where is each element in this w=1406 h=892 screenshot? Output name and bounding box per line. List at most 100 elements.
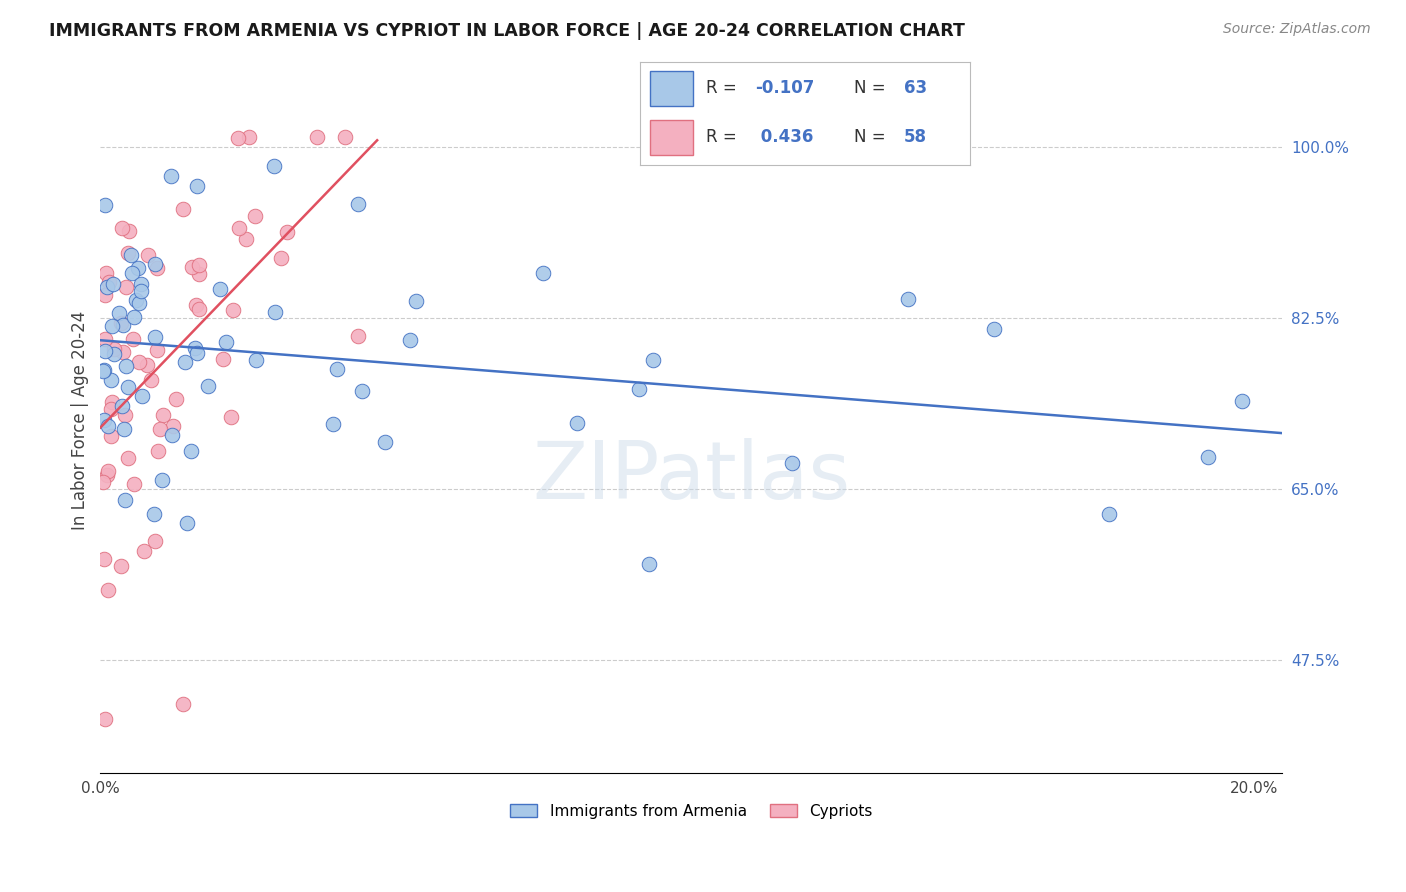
Point	[188, 258, 211, 272]
Point	[180, 443, 202, 458]
Point	[350, 384, 373, 398]
Point	[165, 392, 187, 406]
Point	[108, 306, 131, 320]
Point	[263, 159, 285, 173]
Point	[264, 305, 287, 319]
Point	[325, 362, 347, 376]
Text: 0.436: 0.436	[755, 128, 814, 146]
Point	[96, 280, 118, 294]
Point	[1197, 450, 1219, 464]
Point	[132, 544, 155, 558]
Point	[405, 293, 427, 308]
Point	[114, 493, 136, 508]
Point	[145, 533, 167, 548]
Point	[91, 364, 114, 378]
Point	[101, 277, 124, 291]
Point	[209, 281, 232, 295]
Point	[186, 178, 208, 193]
Point	[122, 332, 145, 346]
Point	[221, 410, 243, 425]
Point	[228, 221, 250, 235]
Point	[1098, 508, 1121, 522]
Point	[172, 202, 194, 217]
Point	[100, 428, 122, 442]
Point	[146, 444, 169, 458]
Point	[97, 465, 120, 479]
Point	[110, 559, 132, 574]
Point	[115, 279, 138, 293]
Point	[374, 434, 396, 449]
Point	[333, 130, 356, 145]
Point	[96, 467, 118, 482]
Point	[641, 352, 664, 367]
Point	[143, 508, 166, 522]
Point	[531, 266, 554, 280]
Point	[186, 346, 208, 360]
Point	[160, 428, 183, 442]
Point	[122, 310, 145, 325]
Point	[93, 413, 115, 427]
Point	[98, 275, 121, 289]
Point	[187, 302, 209, 317]
Point	[121, 266, 143, 280]
Point	[117, 451, 139, 466]
Point	[127, 261, 149, 276]
Point	[181, 260, 204, 274]
Point	[91, 475, 114, 489]
Point	[94, 197, 117, 211]
Text: N =: N =	[855, 79, 891, 97]
Point	[125, 293, 148, 308]
Point	[243, 209, 266, 223]
Point	[176, 516, 198, 530]
Point	[197, 378, 219, 392]
Point	[128, 355, 150, 369]
Point	[103, 343, 125, 357]
Point	[117, 380, 139, 394]
Point	[118, 224, 141, 238]
Point	[270, 251, 292, 265]
Point	[143, 257, 166, 271]
Point	[347, 197, 370, 211]
Point	[152, 408, 174, 422]
Point	[129, 277, 152, 291]
Point	[146, 343, 169, 357]
Point	[897, 292, 920, 306]
Bar	[650, 120, 693, 155]
Point	[184, 341, 207, 355]
Point	[1230, 394, 1253, 409]
Point	[212, 352, 235, 367]
Point	[122, 476, 145, 491]
Text: Source: ZipAtlas.com: Source: ZipAtlas.com	[1223, 22, 1371, 37]
Point	[565, 416, 588, 430]
Point	[100, 373, 122, 387]
Text: IMMIGRANTS FROM ARMENIA VS CYPRIOT IN LABOR FORCE | AGE 20-24 CORRELATION CHART: IMMIGRANTS FROM ARMENIA VS CYPRIOT IN LA…	[49, 22, 965, 40]
Point	[120, 248, 142, 262]
Point	[114, 408, 136, 422]
Point	[162, 419, 184, 434]
Point	[93, 362, 115, 376]
Text: 58: 58	[904, 128, 927, 146]
Point	[215, 334, 238, 349]
Point	[97, 582, 120, 597]
Point	[174, 354, 197, 368]
Bar	[650, 70, 693, 105]
Point	[94, 266, 117, 280]
Point	[136, 358, 159, 372]
Point	[184, 298, 207, 312]
Text: -0.107: -0.107	[755, 79, 814, 97]
Point	[245, 353, 267, 368]
Point	[131, 389, 153, 403]
Point	[111, 399, 134, 413]
Point	[638, 557, 661, 571]
Legend: Immigrants from Armenia, Cypriots: Immigrants from Armenia, Cypriots	[503, 797, 879, 825]
Point	[112, 318, 135, 333]
Point	[136, 248, 159, 262]
Point	[111, 221, 134, 235]
Text: R =: R =	[706, 79, 742, 97]
Point	[93, 552, 115, 566]
Point	[172, 698, 194, 712]
Point	[322, 417, 344, 431]
Point	[235, 232, 257, 246]
Point	[110, 316, 132, 330]
Point	[143, 329, 166, 343]
